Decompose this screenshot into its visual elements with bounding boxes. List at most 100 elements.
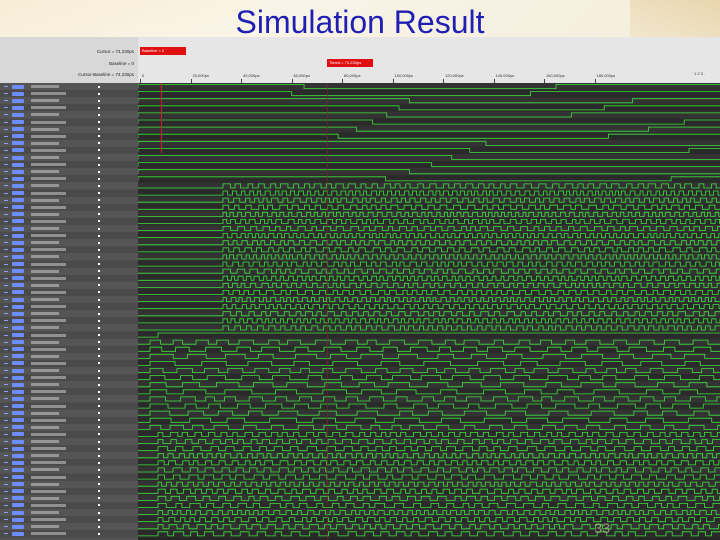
- waveform-area[interactable]: [137, 83, 720, 540]
- signal-row[interactable]: [0, 409, 138, 417]
- signal-row[interactable]: [0, 97, 138, 105]
- signal-row[interactable]: [0, 416, 138, 424]
- signal-row[interactable]: [0, 118, 138, 126]
- signal-row[interactable]: [0, 388, 138, 396]
- signal-row[interactable]: [0, 203, 138, 211]
- signal-row[interactable]: [0, 324, 138, 332]
- signal-row[interactable]: [0, 345, 138, 353]
- signal-row[interactable]: [0, 452, 138, 460]
- signal-row[interactable]: [0, 288, 138, 296]
- signal-row[interactable]: [0, 494, 138, 502]
- signal-trace: [138, 403, 720, 409]
- signal-row[interactable]: [0, 83, 138, 90]
- ruler-nav[interactable]: 1 2 3 .: [694, 71, 706, 76]
- signal-row[interactable]: [0, 225, 138, 232]
- signal-trace: [138, 439, 720, 444]
- signal-trace: [138, 424, 720, 430]
- signal-name: [31, 241, 59, 245]
- signal-row[interactable]: [0, 182, 138, 190]
- signal-row[interactable]: [0, 253, 138, 261]
- signal-value-dot: [98, 156, 100, 159]
- signal-row[interactable]: [0, 125, 138, 133]
- signal-row[interactable]: [0, 338, 138, 346]
- signal-trace: [138, 446, 720, 452]
- signal-name: [31, 447, 66, 451]
- signal-row[interactable]: [0, 132, 138, 140]
- signal-row[interactable]: [0, 430, 138, 438]
- signal-row[interactable]: [0, 331, 138, 339]
- signal-type-icon: [4, 368, 30, 373]
- signal-row[interactable]: [0, 480, 138, 488]
- signal-row[interactable]: [0, 303, 138, 311]
- time-ruler[interactable]: Baseline = 0 TimeA = 74,230ps 0 20,000ps 4…: [138, 37, 720, 84]
- signal-row[interactable]: [0, 310, 138, 318]
- signal-row[interactable]: [0, 395, 138, 403]
- signal-row[interactable]: [0, 232, 138, 240]
- signal-row[interactable]: [0, 530, 138, 538]
- signal-row[interactable]: [0, 274, 138, 282]
- signal-type-icon: [4, 382, 30, 387]
- signal-row[interactable]: [0, 487, 138, 495]
- signal-row[interactable]: [0, 317, 138, 325]
- signal-row[interactable]: [0, 111, 138, 119]
- signal-row[interactable]: [0, 423, 138, 431]
- signal-row[interactable]: [0, 210, 138, 218]
- signal-row[interactable]: [0, 189, 138, 197]
- signal-row[interactable]: [0, 175, 138, 183]
- signal-row[interactable]: [0, 473, 138, 481]
- signal-row[interactable]: [0, 445, 138, 453]
- signal-type-icon: [4, 176, 30, 181]
- signal-row[interactable]: [0, 374, 138, 382]
- signal-row[interactable]: [0, 402, 138, 410]
- baseline-marker[interactable]: Baseline = 0: [140, 47, 186, 55]
- signal-row[interactable]: [0, 352, 138, 360]
- signal-row[interactable]: [0, 139, 138, 147]
- signal-row[interactable]: [0, 281, 138, 289]
- signal-type-icon: [4, 411, 30, 416]
- signal-trace: [137, 176, 720, 182]
- signal-row[interactable]: [0, 466, 138, 474]
- signal-row[interactable]: [0, 459, 138, 467]
- timea-marker[interactable]: TimeA = 74,230ps: [327, 59, 373, 67]
- signal-row[interactable]: [0, 246, 138, 254]
- signal-row[interactable]: [0, 196, 138, 204]
- signal-row[interactable]: [0, 359, 138, 367]
- signal-row[interactable]: [0, 381, 138, 389]
- signal-type-icon: [4, 354, 30, 359]
- signal-row[interactable]: [0, 438, 138, 445]
- signal-name: [31, 205, 66, 209]
- signal-row[interactable]: [0, 260, 138, 268]
- signal-type-icon: [4, 347, 30, 352]
- signal-row[interactable]: [0, 154, 138, 161]
- signal-row[interactable]: [0, 501, 138, 509]
- signal-row[interactable]: [0, 296, 138, 303]
- signal-trace: [138, 190, 720, 196]
- ruler-tick: [594, 79, 596, 83]
- signal-type-icon: [4, 340, 30, 345]
- signal-row[interactable]: [0, 239, 138, 247]
- trace-row-bg: [138, 501, 720, 509]
- ruler-tick-label: 140,000ps: [495, 73, 515, 78]
- signal-row[interactable]: [0, 516, 138, 524]
- signal-name: [31, 99, 59, 103]
- signal-row[interactable]: [0, 267, 138, 275]
- signal-row[interactable]: [0, 161, 138, 169]
- signal-value-dot: [98, 220, 100, 223]
- ruler-tick-label: 180,000ps: [596, 73, 616, 78]
- trace-row-bg: [138, 83, 720, 91]
- signal-row[interactable]: [0, 168, 138, 176]
- signal-row[interactable]: [0, 146, 138, 154]
- signal-trace: [137, 91, 720, 97]
- signal-type-icon: [4, 162, 30, 167]
- signal-value-dot: [98, 319, 100, 322]
- signal-name: [31, 305, 66, 309]
- signal-row[interactable]: [0, 367, 138, 374]
- signal-row[interactable]: [0, 104, 138, 112]
- signal-row[interactable]: [0, 90, 138, 98]
- signal-row[interactable]: [0, 509, 138, 516]
- signal-name: [31, 156, 59, 159]
- signal-row[interactable]: [0, 217, 138, 225]
- signal-row[interactable]: [0, 523, 138, 531]
- trace-row-bg: [138, 487, 720, 495]
- signal-value-dot: [98, 213, 100, 216]
